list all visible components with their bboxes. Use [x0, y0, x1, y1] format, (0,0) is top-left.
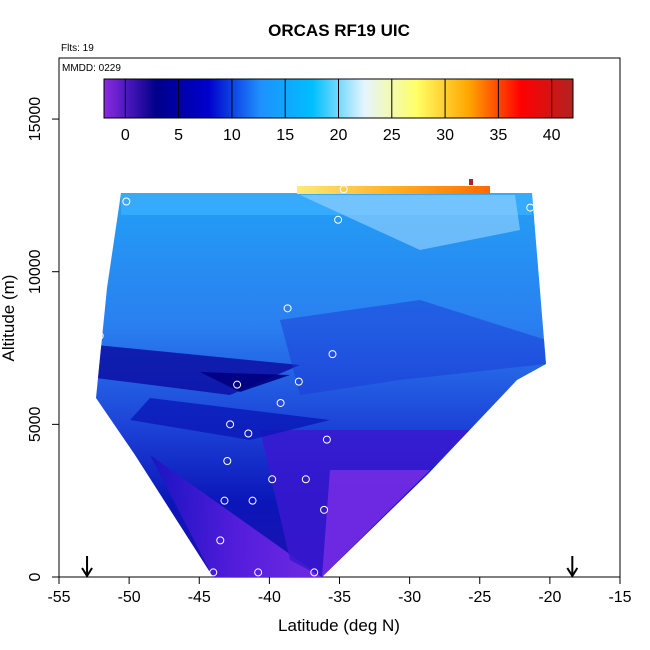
sample-point: [328, 350, 337, 359]
sample-point: [294, 377, 303, 386]
sample-point: [248, 496, 257, 505]
sample-point: [334, 215, 343, 224]
colorbar-tick-label: 35: [489, 127, 507, 144]
colorbar-tick-label: 0: [121, 127, 130, 144]
sample-point: [254, 568, 263, 577]
sample-point: [220, 496, 229, 505]
flights-label: Flts: 19: [61, 43, 94, 54]
y-tick-label: 15000: [27, 97, 44, 142]
y-axis-title: Altitude (m): [0, 275, 18, 362]
sample-point: [283, 304, 292, 313]
x-tick-label: -55: [47, 589, 70, 606]
y-axis: 0 5000 10000 15000: [27, 97, 59, 581]
sample-point: [216, 536, 225, 545]
x-tick-label: -45: [188, 589, 211, 606]
top-warm-band: [297, 186, 490, 194]
colorbar-tick-label: 25: [383, 127, 401, 144]
colorbar: 0 5 10 15 20 25 30 35 40: [103, 78, 574, 144]
x-tick-label: -20: [538, 589, 561, 606]
sample-points: [95, 185, 535, 577]
latitude-markers: [81, 556, 579, 578]
sample-point: [301, 475, 310, 484]
colorbar-tick-label: 20: [330, 127, 348, 144]
x-tick-label: -40: [258, 589, 281, 606]
sample-point: [322, 435, 331, 444]
x-axis: -55 -50 -45 -40 -35 -30 -25 -20 -15: [47, 577, 632, 606]
colorbar-tick-label: 15: [276, 127, 294, 144]
sample-point: [310, 568, 319, 577]
sample-point: [226, 420, 235, 429]
sample-point: [268, 475, 277, 484]
sample-point: [223, 456, 232, 465]
sample-point: [122, 197, 131, 206]
colorbar-tick-label: 40: [543, 127, 561, 144]
x-tick-label: -15: [608, 589, 631, 606]
marker-arrow-head: [81, 567, 93, 578]
date-label: MMDD: 0229: [62, 63, 121, 74]
chart-title: ORCAS RF19 UIC: [268, 21, 410, 40]
colorbar-tick-label: 30: [436, 127, 454, 144]
sample-point: [339, 185, 348, 194]
sample-point: [276, 398, 285, 407]
top-hot-spot: [469, 179, 473, 185]
sample-point: [95, 331, 104, 340]
sample-point: [233, 380, 242, 389]
colorbar-tick-label: 5: [174, 127, 183, 144]
x-tick-label: -50: [118, 589, 141, 606]
y-tick-label: 5000: [27, 406, 44, 442]
colorbar-tick-label: 10: [223, 127, 241, 144]
sample-point: [244, 429, 253, 438]
x-tick-label: -30: [398, 589, 421, 606]
marker-arrow-head: [566, 567, 579, 578]
sample-point: [209, 568, 218, 577]
y-tick-label: 0: [27, 572, 44, 581]
sample-point: [320, 505, 329, 514]
sample-point: [526, 203, 535, 212]
x-tick-label: -35: [328, 589, 351, 606]
x-axis-title: Latitude (deg N): [278, 616, 400, 635]
y-tick-label: 10000: [27, 249, 44, 294]
x-tick-label: -25: [468, 589, 491, 606]
curtain-heatmap: [96, 193, 546, 577]
